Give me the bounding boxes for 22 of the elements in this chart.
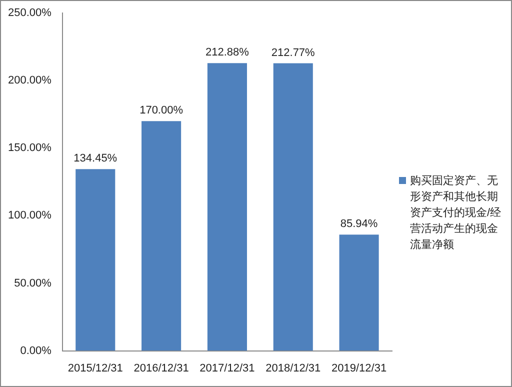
data-label: 212.77%: [271, 46, 316, 59]
y-tick-label: 250.00%: [8, 7, 52, 20]
data-label: 170.00%: [140, 104, 184, 117]
data-label: 134.45%: [74, 152, 118, 165]
bar: [339, 234, 379, 351]
y-tick-label: 200.00%: [8, 74, 52, 87]
y-tick-label: 150.00%: [8, 142, 52, 154]
bar: [273, 63, 313, 351]
y-tick-label: 0.00%: [20, 344, 52, 357]
x-tick-label: 2019/12/31: [332, 362, 387, 374]
data-label: 212.88%: [205, 46, 250, 59]
legend-label: 购买固定资产、无形资产和其他长期资产支付的现金/经营活动产生的现金流量净额: [410, 174, 502, 253]
data-label: 85.94%: [340, 218, 378, 230]
x-tick-label: 2015/12/31: [68, 362, 123, 374]
bar: [76, 169, 116, 351]
y-tick-label: 50.00%: [14, 277, 52, 290]
bar: [142, 121, 182, 351]
x-tick-label: 2016/12/31: [134, 362, 189, 374]
x-tick-label: 2018/12/31: [266, 362, 321, 374]
y-tick-label: 100.00%: [8, 210, 52, 222]
bar: [207, 63, 247, 351]
x-tick-label: 2017/12/31: [200, 362, 255, 374]
